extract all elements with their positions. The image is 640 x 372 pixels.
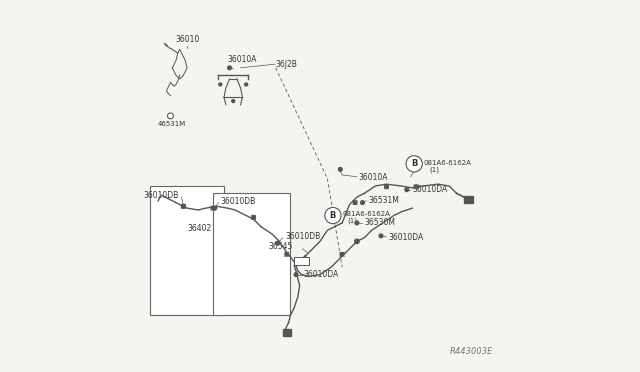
Text: 36531M: 36531M (368, 196, 399, 205)
Text: 36010: 36010 (175, 35, 199, 44)
Text: R443003E: R443003E (450, 347, 493, 356)
Circle shape (285, 253, 289, 256)
Circle shape (276, 241, 280, 245)
Circle shape (232, 100, 235, 103)
Circle shape (228, 66, 232, 70)
Circle shape (405, 188, 408, 192)
Circle shape (168, 113, 173, 119)
Bar (150, 186, 224, 315)
Circle shape (339, 167, 342, 171)
Bar (294, 257, 309, 265)
Circle shape (385, 185, 388, 189)
Circle shape (252, 215, 255, 219)
Circle shape (182, 205, 185, 208)
Circle shape (213, 206, 216, 210)
Text: 36010DB: 36010DB (285, 232, 320, 241)
Circle shape (294, 273, 298, 276)
Circle shape (355, 239, 359, 244)
Text: 36530M: 36530M (364, 218, 396, 227)
Text: 36010DB: 36010DB (144, 191, 179, 200)
Text: 46531M: 46531M (158, 121, 186, 127)
Text: 36010DA: 36010DA (303, 270, 339, 279)
Text: 36J2B: 36J2B (276, 60, 298, 69)
Text: 36010A: 36010A (228, 55, 257, 64)
Text: 081A6-6162A: 081A6-6162A (342, 211, 390, 217)
Text: B: B (330, 211, 336, 220)
Bar (283, 329, 291, 336)
Text: 36545: 36545 (268, 242, 292, 251)
Text: 36010A: 36010A (359, 173, 388, 182)
Circle shape (211, 206, 215, 210)
Circle shape (360, 201, 364, 205)
Text: 081A6-6162A: 081A6-6162A (424, 160, 471, 166)
Text: 36402: 36402 (188, 224, 212, 233)
Text: (1): (1) (429, 166, 439, 173)
Text: 36010DA: 36010DA (388, 233, 424, 242)
Text: (1): (1) (348, 218, 358, 224)
Circle shape (355, 221, 359, 225)
Circle shape (324, 208, 341, 224)
Circle shape (182, 205, 185, 208)
Circle shape (244, 83, 248, 86)
Circle shape (168, 113, 173, 119)
Circle shape (414, 185, 418, 189)
Circle shape (406, 156, 422, 172)
Text: 36010DA: 36010DA (412, 185, 447, 194)
Circle shape (379, 234, 383, 238)
Circle shape (340, 253, 344, 256)
Text: 36010DB: 36010DB (220, 197, 255, 206)
Bar (464, 196, 473, 203)
Text: B: B (411, 159, 417, 169)
Circle shape (353, 201, 357, 205)
Bar (213, 193, 291, 315)
Circle shape (219, 83, 222, 86)
